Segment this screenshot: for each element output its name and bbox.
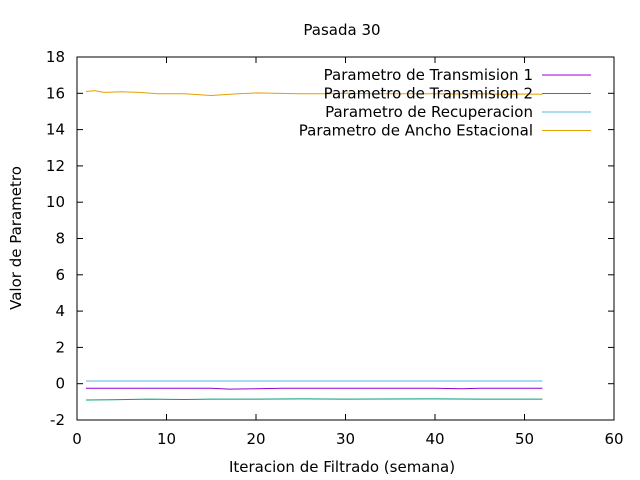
- chart-title: Pasada 30: [303, 21, 380, 39]
- x-tick-label: 40: [425, 430, 444, 448]
- y-axis: -2 0 2 4 6 8 10 12 14 16 18: [46, 48, 614, 429]
- y-tick-label: 18: [46, 48, 65, 66]
- series-line-2: [85, 398, 543, 401]
- x-tick-label: 0: [72, 430, 82, 448]
- y-tick-label: 8: [55, 230, 65, 248]
- series-lines: [85, 90, 543, 401]
- y-tick-label: 14: [46, 121, 65, 139]
- legend-label: Parametro de Recuperacion: [325, 103, 533, 121]
- legend-label: Parametro de Transmision 1: [324, 66, 533, 84]
- y-tick-label: 16: [46, 84, 65, 102]
- x-tick-label: 20: [246, 430, 265, 448]
- x-tick-label: 60: [604, 430, 623, 448]
- x-tick-label: 50: [515, 430, 534, 448]
- legend-label: Parametro de Ancho Estacional: [299, 122, 533, 140]
- series-line-1: [86, 387, 543, 390]
- y-tick-label: 12: [46, 157, 65, 175]
- series-line-4: [85, 90, 543, 97]
- x-axis: 0 10 20 30 40 50 60: [72, 57, 624, 448]
- y-tick-label: 10: [46, 193, 65, 211]
- x-tick-label: 10: [157, 430, 176, 448]
- y-tick-label: 0: [55, 375, 65, 393]
- y-tick-label: 6: [55, 266, 65, 284]
- y-tick-label: -2: [50, 411, 65, 429]
- legend-label: Parametro de Transmision 2: [324, 85, 533, 103]
- y-tick-label: 4: [55, 302, 65, 320]
- y-axis-title: Valor de Parametro: [7, 166, 25, 310]
- x-tick-label: 30: [336, 430, 355, 448]
- y-tick-label: 2: [55, 338, 65, 356]
- x-axis-title: Iteracion de Filtrado (semana): [229, 458, 455, 476]
